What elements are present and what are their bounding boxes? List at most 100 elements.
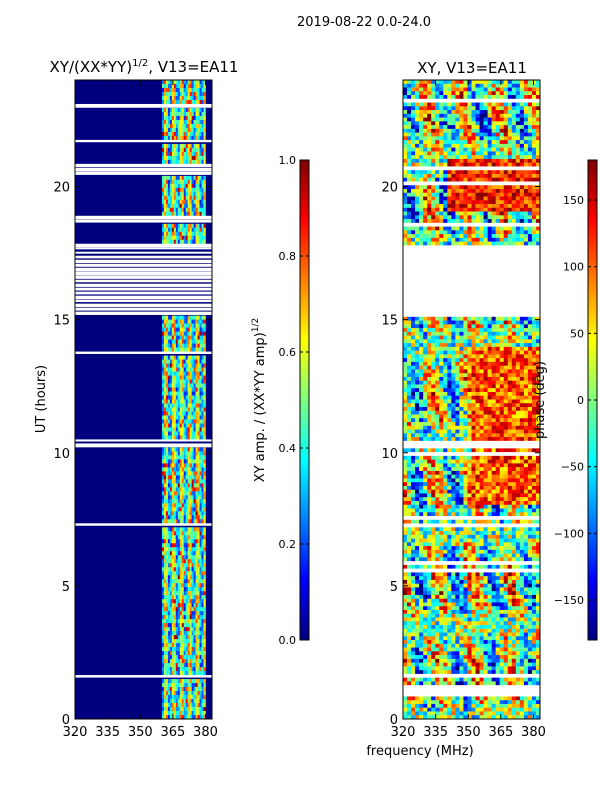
- amp-cell: [167, 699, 171, 704]
- amp-cell: [183, 115, 187, 121]
- amp-cell: [203, 435, 206, 440]
- amp-cell: [201, 359, 204, 364]
- amp-cell: [161, 663, 165, 668]
- amp-cell: [179, 511, 183, 516]
- amp-cell: [189, 415, 192, 420]
- amp-cell: [199, 395, 202, 400]
- amp-cell: [187, 687, 190, 692]
- amp-cell: [183, 671, 187, 676]
- phase-cell: [411, 346, 416, 351]
- amp-cell: [195, 175, 198, 181]
- phase-cell: [443, 158, 448, 163]
- phase-cell: [451, 80, 456, 85]
- amp-cell: [197, 195, 200, 201]
- amp-cell: [161, 579, 165, 584]
- phase-cell: [431, 80, 436, 85]
- amp-cell: [165, 207, 169, 213]
- phase-cell: [495, 361, 501, 366]
- phase-cell: [443, 204, 448, 209]
- amp-cell: [203, 375, 206, 380]
- amp-cell: [171, 471, 175, 476]
- amp-cell: [171, 111, 175, 117]
- amp-cell: [191, 455, 194, 460]
- amp-cell: [173, 391, 177, 396]
- phase-cell: [467, 143, 472, 148]
- amp-cell: [173, 587, 177, 592]
- phase-cell: [431, 369, 436, 374]
- phase-cell: [471, 324, 476, 329]
- amp-cell: [173, 127, 177, 133]
- amp-cell: [187, 615, 190, 620]
- amp-cell: [199, 679, 202, 684]
- phase-cell: [467, 196, 472, 201]
- phase-cell: [487, 91, 492, 96]
- phase-cell: [511, 192, 517, 197]
- phase-cell: [531, 391, 537, 397]
- amp-cell: [165, 511, 169, 516]
- amp-cell: [179, 343, 183, 348]
- amp-cell: [197, 223, 200, 229]
- phase-cell: [415, 320, 420, 325]
- amp-cell: [185, 343, 188, 348]
- phase-gap-row: [403, 305, 540, 310]
- amp-cell: [183, 363, 187, 368]
- amp-cell: [203, 227, 206, 233]
- amp-cell: [201, 107, 204, 113]
- phase-cell: [451, 91, 456, 96]
- amp-cell: [203, 619, 206, 624]
- phase-cell: [427, 128, 432, 133]
- amp-cell: [161, 631, 165, 636]
- amp-cell: [187, 319, 190, 324]
- phase-cell: [431, 328, 436, 333]
- phase-cell: [447, 192, 452, 197]
- amp-cell: [185, 663, 188, 668]
- phase-cell: [499, 331, 505, 336]
- phase-cell: [403, 350, 408, 355]
- amp-cell: [175, 659, 179, 664]
- phase-cell: [403, 324, 408, 329]
- amp-cell: [203, 639, 206, 644]
- amp-cell: [197, 191, 200, 197]
- amp-cell: [163, 611, 167, 616]
- phase-cell: [467, 324, 472, 329]
- phase-cell: [487, 346, 492, 351]
- amp-cell: [179, 579, 183, 584]
- phase-cell: [483, 328, 488, 333]
- amp-cell: [173, 187, 177, 193]
- phase-cell: [447, 170, 452, 175]
- amp-cell: [199, 407, 202, 412]
- amp-cell: [169, 507, 173, 512]
- amp-cell: [177, 555, 181, 560]
- phase-cell: [439, 113, 444, 118]
- phase-cell: [451, 361, 456, 366]
- amp-cell: [195, 131, 198, 137]
- amp-cell: [165, 567, 169, 572]
- amp-cell: [185, 639, 188, 644]
- phase-cell: [507, 121, 513, 126]
- phase-cell: [519, 158, 525, 163]
- amp-cell: [199, 639, 202, 644]
- amp-cell: [203, 355, 206, 360]
- amp-cell: [185, 483, 188, 488]
- phase-cell: [523, 365, 529, 370]
- phase-cell: [455, 354, 460, 359]
- amp-cell: [193, 579, 196, 584]
- phase-cell: [507, 241, 513, 246]
- amp-cell: [173, 647, 177, 652]
- amp-cell: [177, 455, 181, 460]
- phase-cell: [527, 391, 533, 397]
- amp-cell: [195, 387, 198, 392]
- phase-cell: [487, 350, 492, 355]
- amp-cell: [175, 151, 179, 157]
- phase-cell: [447, 346, 452, 351]
- amp-cell: [169, 391, 173, 396]
- phase-cell: [531, 369, 537, 374]
- phase-cell: [495, 207, 501, 212]
- phase-cell: [403, 335, 408, 340]
- amp-cell: [203, 347, 206, 352]
- amp-cell: [193, 447, 196, 452]
- amp-cell: [173, 339, 177, 344]
- phase-cell: [531, 320, 537, 325]
- amp-cell: [173, 695, 177, 700]
- amp-cell: [201, 419, 204, 424]
